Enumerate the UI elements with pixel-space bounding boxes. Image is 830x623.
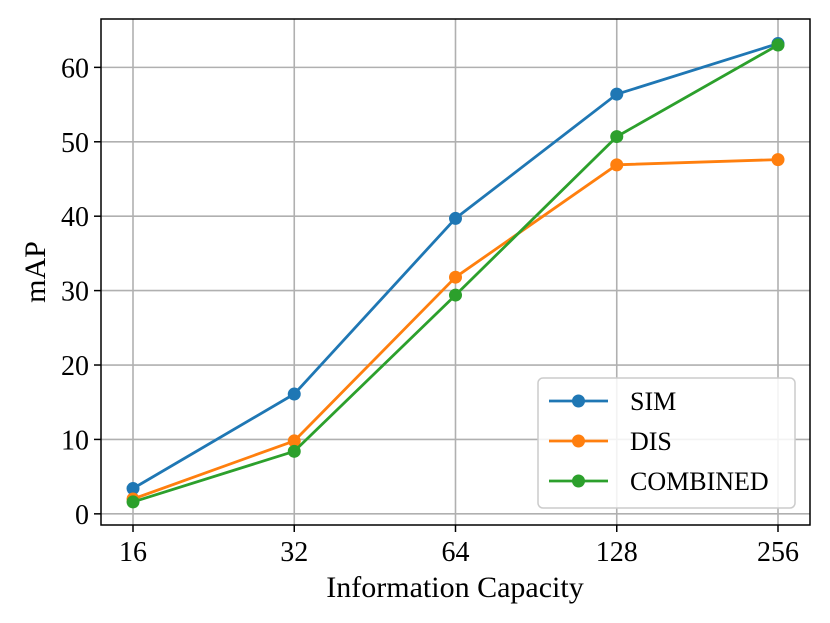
y-tick-label: 20 <box>61 351 89 382</box>
data-point-dis <box>610 158 624 172</box>
data-point-sim <box>126 482 140 496</box>
x-tick-label: 16 <box>119 537 147 568</box>
y-tick-label: 40 <box>61 202 89 233</box>
legend-swatch-marker <box>572 474 585 488</box>
data-point-combined <box>449 288 462 302</box>
series-dis <box>126 153 785 506</box>
series-group <box>126 37 785 509</box>
data-point-dis <box>449 270 462 284</box>
legend-swatch-marker <box>572 394 585 408</box>
data-point-sim <box>610 87 624 101</box>
legend-item-sim: SIM <box>549 387 676 416</box>
data-point-dis <box>287 434 301 448</box>
legend-item-combined: COMBINED <box>549 467 769 496</box>
data-point-sim <box>449 211 462 225</box>
x-tick-label: 64 <box>442 537 470 568</box>
y-tick-label: 30 <box>61 277 89 308</box>
axis-ticks: 16 32 64 128 256 0 10 20 30 40 50 60 <box>61 53 799 568</box>
legend-label: DIS <box>630 427 672 456</box>
y-axis-title: mAP <box>19 241 52 303</box>
data-point-sim <box>287 387 301 401</box>
series-combined <box>126 38 785 509</box>
data-point-dis <box>771 153 785 167</box>
x-tick-label: 256 <box>757 537 799 568</box>
legend: SIM DIS COMBINED <box>537 377 796 509</box>
data-point-combined <box>771 38 785 52</box>
x-axis-title: Information Capacity <box>326 571 583 604</box>
x-tick-label: 128 <box>596 537 638 568</box>
x-tick-label: 32 <box>280 537 308 568</box>
legend-box <box>537 377 796 509</box>
data-point-combined <box>287 444 301 458</box>
legend-item-dis: DIS <box>549 427 672 456</box>
y-tick-label: 0 <box>75 500 89 531</box>
legend-swatch-marker <box>572 434 585 448</box>
data-point-combined <box>610 130 624 144</box>
y-tick-label: 50 <box>61 128 89 159</box>
y-tick-label: 60 <box>61 53 89 84</box>
legend-label: SIM <box>630 387 676 416</box>
y-tick-label: 10 <box>61 425 89 456</box>
data-point-combined <box>126 495 140 509</box>
legend-label: COMBINED <box>630 467 769 496</box>
